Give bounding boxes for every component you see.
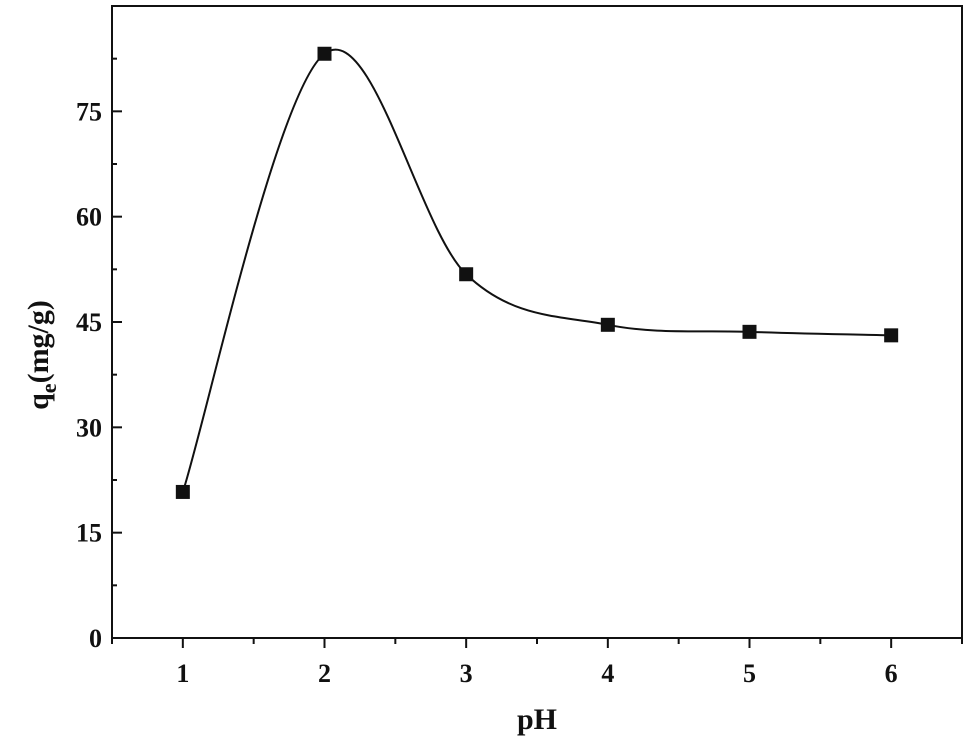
- data-point: [317, 46, 332, 61]
- y-tick-label: 60: [76, 203, 102, 232]
- series-line: [181, 49, 892, 493]
- data-point: [742, 324, 757, 339]
- y-axis-title-sub: e: [36, 383, 61, 393]
- x-axis-title: pH: [517, 703, 557, 736]
- data-point: [600, 317, 615, 332]
- x-tick-label: 2: [318, 659, 331, 688]
- x-tick-label: 1: [176, 659, 189, 688]
- y-axis-title: qe(mg/g): [22, 300, 61, 410]
- y-tick-label: 30: [76, 413, 102, 442]
- x-tick-label: 3: [460, 659, 473, 688]
- data-point: [175, 484, 190, 499]
- y-axis-title-rest: (mg/g): [22, 300, 55, 383]
- x-tick-label: 6: [885, 659, 898, 688]
- data-point: [884, 328, 899, 343]
- y-tick-label: 0: [89, 624, 102, 653]
- x-tick-label: 5: [743, 659, 756, 688]
- series-layer: [175, 46, 899, 499]
- y-tick-label: 75: [76, 97, 102, 126]
- data-point: [459, 267, 474, 282]
- y-axis-title-main: q: [22, 393, 55, 410]
- y-tick-label: 15: [76, 519, 102, 548]
- y-tick-label: 45: [76, 308, 102, 337]
- x-tick-label: 4: [601, 659, 614, 688]
- axes: [111, 5, 963, 639]
- plot-frame: [111, 5, 963, 639]
